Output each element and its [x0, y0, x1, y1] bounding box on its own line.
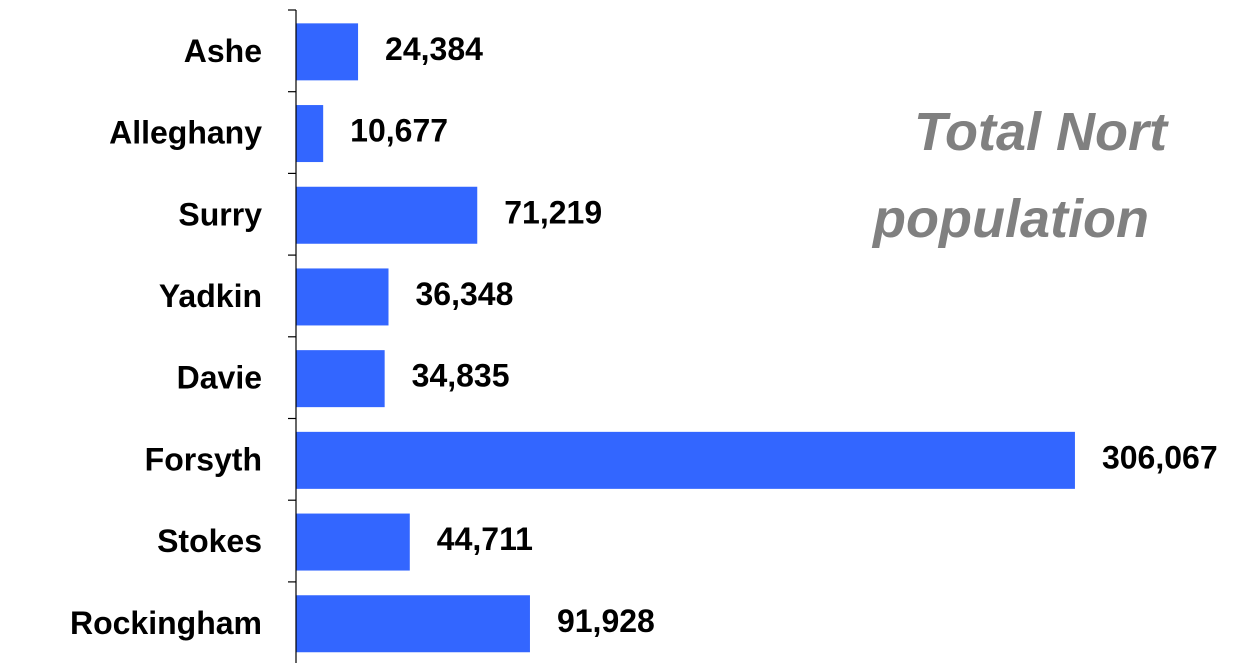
category-label: Rockingham	[70, 605, 262, 641]
value-label: 91,928	[557, 603, 655, 639]
chart-title-line-2: population	[871, 189, 1149, 249]
bar-surry	[296, 186, 478, 244]
bars-group: 24,384 10,677 71,219 36,348 34,835 306,067 44,…	[296, 23, 1218, 653]
bar-forsyth	[296, 431, 1075, 489]
bar-stokes	[296, 513, 410, 571]
bar-davie	[296, 350, 385, 408]
bar-ashe	[296, 23, 359, 81]
value-label: 71,219	[504, 194, 602, 230]
value-label: 44,711	[437, 521, 533, 557]
chart-title: Total Nort population	[871, 102, 1169, 249]
value-label: 306,067	[1102, 439, 1218, 475]
bar-alleghany	[296, 105, 324, 163]
category-label: Yadkin	[159, 278, 262, 314]
value-label: 36,348	[416, 276, 514, 312]
chart-title-line-1: Total Nort	[914, 102, 1169, 162]
bar-yadkin	[296, 268, 389, 326]
value-label: 34,835	[412, 358, 510, 394]
category-label: Surry	[178, 196, 262, 232]
value-label: 10,677	[350, 113, 448, 149]
category-label: Alleghany	[109, 115, 262, 151]
category-axis: Ashe Alleghany Surry Yadkin Davie Forsyth Stok…	[70, 9, 297, 663]
category-label: Forsyth	[145, 441, 262, 477]
category-label: Davie	[177, 360, 262, 396]
bar-rockingham	[296, 595, 530, 653]
category-label: Ashe	[184, 33, 262, 69]
category-label: Stokes	[157, 523, 262, 559]
value-label: 24,384	[385, 31, 483, 67]
